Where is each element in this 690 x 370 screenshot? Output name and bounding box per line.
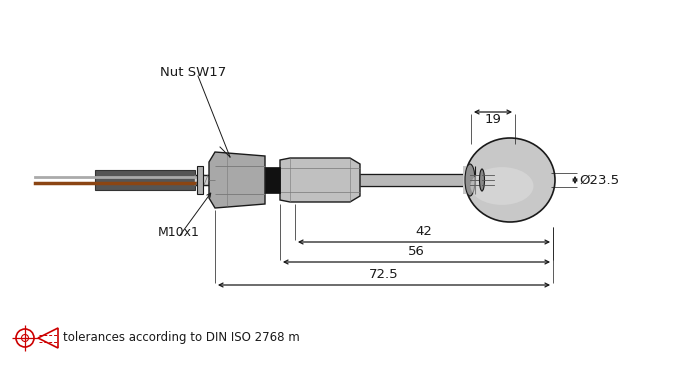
Text: M10x1: M10x1	[158, 225, 200, 239]
Text: 42: 42	[415, 225, 433, 238]
Bar	[463, 166, 477, 194]
Text: Ø23.5: Ø23.5	[579, 174, 619, 186]
Text: 56: 56	[408, 245, 425, 258]
Text: 72.5: 72.5	[369, 268, 399, 281]
Bar	[197, 166, 203, 194]
Bar	[265, 167, 280, 193]
Ellipse shape	[471, 167, 533, 205]
Text: Nut SW17: Nut SW17	[160, 65, 226, 78]
Ellipse shape	[480, 169, 484, 191]
Polygon shape	[280, 158, 360, 202]
Bar	[95, 170, 195, 190]
Ellipse shape	[465, 164, 475, 196]
Ellipse shape	[465, 138, 555, 222]
Polygon shape	[209, 152, 265, 208]
Text: 19: 19	[484, 113, 502, 126]
Text: tolerances according to DIN ISO 2768 m: tolerances according to DIN ISO 2768 m	[63, 332, 299, 344]
